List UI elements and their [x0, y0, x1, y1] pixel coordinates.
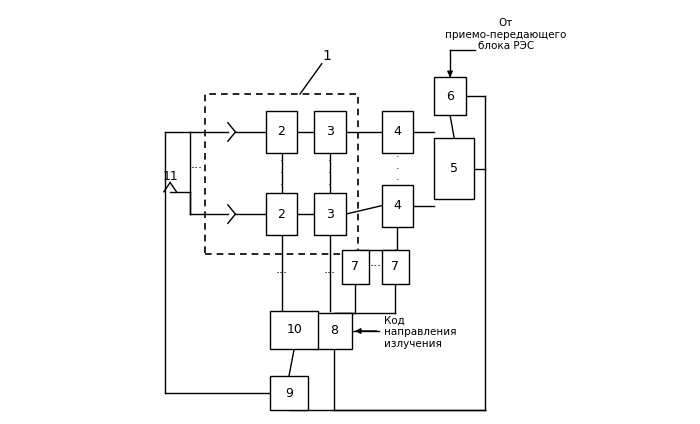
- Text: 11: 11: [162, 170, 178, 183]
- Bar: [382, 184, 413, 227]
- Text: ·
·
·: · · ·: [280, 156, 284, 190]
- Text: ···: ···: [370, 260, 382, 273]
- Text: 4: 4: [393, 126, 401, 139]
- Text: 5: 5: [450, 162, 459, 176]
- Text: 9: 9: [285, 387, 293, 400]
- Bar: [382, 111, 413, 153]
- Text: 10: 10: [286, 324, 302, 336]
- Bar: [270, 376, 308, 410]
- Bar: [342, 250, 369, 284]
- Bar: [204, 94, 358, 254]
- Bar: [434, 77, 466, 115]
- Text: 1: 1: [323, 49, 331, 63]
- Text: ···: ···: [190, 162, 202, 176]
- Text: Код
направления
излучения: Код направления излучения: [384, 315, 456, 349]
- Bar: [314, 111, 346, 153]
- Text: 4: 4: [393, 199, 401, 212]
- Bar: [266, 111, 298, 153]
- Bar: [314, 193, 346, 235]
- Text: ·
·
·: · · ·: [395, 152, 399, 185]
- Bar: [382, 250, 409, 284]
- Text: 3: 3: [326, 126, 334, 139]
- Text: ·
·
·: · · ·: [328, 156, 332, 190]
- Bar: [270, 311, 318, 349]
- Text: 6: 6: [446, 89, 454, 103]
- Text: 2: 2: [278, 208, 286, 220]
- Text: От
приемо-передающего
блока РЭС: От приемо-передающего блока РЭС: [445, 18, 566, 51]
- Text: 3: 3: [326, 208, 334, 220]
- Text: ···: ···: [276, 267, 288, 279]
- Text: 7: 7: [391, 260, 399, 273]
- Bar: [434, 138, 475, 199]
- Text: 2: 2: [278, 126, 286, 139]
- Bar: [316, 313, 352, 349]
- Bar: [266, 193, 298, 235]
- Text: ···: ···: [324, 267, 336, 279]
- Text: 8: 8: [330, 324, 338, 338]
- Text: 7: 7: [351, 260, 359, 273]
